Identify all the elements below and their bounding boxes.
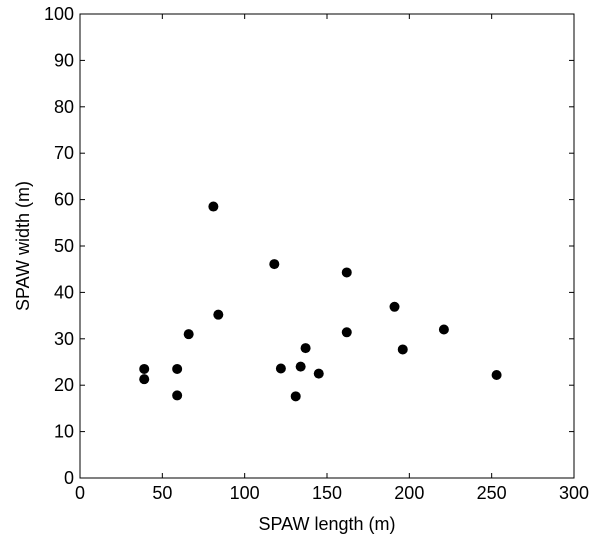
x-axis-label: SPAW length (m) [258,514,395,534]
axis-ticks [79,13,575,479]
y-tick-label: 70 [54,143,74,163]
data-point [397,344,408,355]
x-tick-label: 0 [75,483,85,503]
data-point [275,363,286,374]
data-point [341,267,352,278]
data-point [208,201,219,212]
y-tick-label: 30 [54,329,74,349]
data-point [172,390,183,401]
data-point [172,363,183,374]
y-tick-label: 10 [54,422,74,442]
y-tick-label: 60 [54,190,74,210]
x-tick-label: 200 [394,483,424,503]
y-tick-label: 100 [44,4,74,24]
data-point [313,368,324,379]
data-point [438,324,449,335]
data-point [300,343,311,354]
y-tick-label: 40 [54,282,74,302]
data-points [139,201,502,402]
y-tick-label: 50 [54,236,74,256]
data-point [491,369,502,380]
x-tick-label: 150 [312,483,342,503]
y-axis-label: SPAW width (m) [13,181,33,311]
data-point [139,374,150,385]
y-tick-label: 80 [54,97,74,117]
y-tick-labels: 0 10 20 30 40 50 60 70 80 90 100 [44,4,74,488]
data-point [269,259,280,270]
data-point [295,361,306,372]
data-point [389,301,400,312]
x-tick-label: 250 [477,483,507,503]
y-tick-label: 0 [64,468,74,488]
x-tick-labels: 0 50 100 150 200 250 300 [75,483,589,503]
data-point [139,363,150,374]
x-tick-label: 300 [559,483,589,503]
y-tick-label: 90 [54,50,74,70]
y-tick-label: 20 [54,375,74,395]
data-point [183,329,194,340]
data-point [341,327,352,338]
x-tick-label: 50 [152,483,172,503]
data-point [290,391,301,402]
plot-area [79,13,575,479]
data-point [213,309,224,320]
x-tick-label: 100 [230,483,260,503]
